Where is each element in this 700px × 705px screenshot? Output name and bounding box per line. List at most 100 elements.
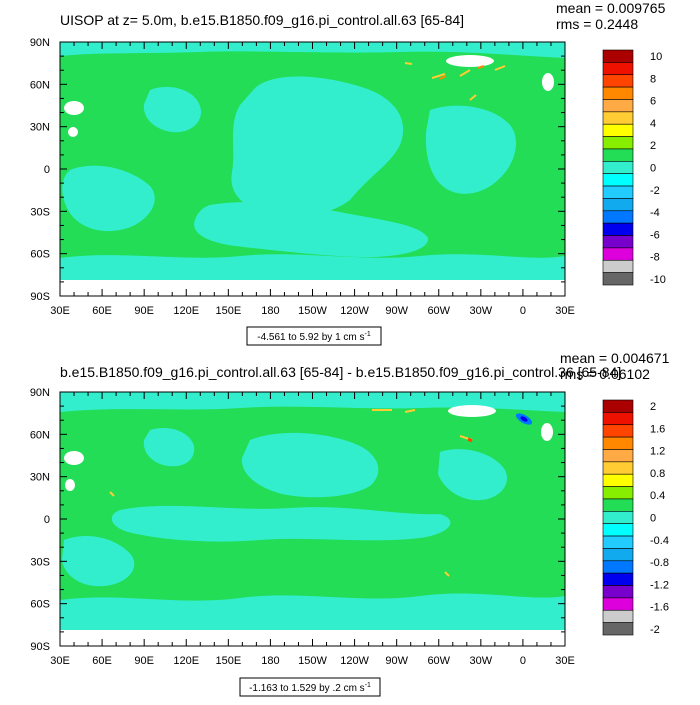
panel-1-range-text: -4.561 to 5.92 by 1 cm s-1 bbox=[257, 331, 371, 343]
colorbar-label: 4 bbox=[650, 118, 656, 130]
colorbar-swatch bbox=[602, 111, 634, 125]
y-tick-label: 90N bbox=[30, 387, 50, 399]
colorbar-swatch bbox=[602, 585, 634, 599]
colorbar-swatch bbox=[602, 597, 634, 611]
panel-2-positive-streaks bbox=[109, 409, 473, 577]
colorbar-swatch bbox=[602, 523, 634, 537]
x-tick-label: 180 bbox=[261, 305, 279, 317]
colorbar-label: -4 bbox=[650, 207, 660, 219]
panel-1-anomaly-streaks bbox=[404, 62, 506, 101]
colorbar-swatch bbox=[602, 185, 634, 199]
panel-1-land-hudson bbox=[542, 73, 554, 91]
x-tick-label: 150E bbox=[215, 305, 241, 317]
colorbar-label: -10 bbox=[650, 274, 666, 286]
colorbar-swatch bbox=[602, 123, 634, 137]
panel-1-range-box: -4.561 to 5.92 by 1 cm s-1 bbox=[246, 326, 382, 346]
panel-1-range-frame bbox=[246, 326, 382, 346]
colorbar-swatch bbox=[602, 560, 634, 574]
colorbar-label: -8 bbox=[650, 252, 660, 264]
x-tick-label: 120W bbox=[340, 655, 369, 667]
x-tick-label: 120W bbox=[340, 305, 369, 317]
x-tick-label: 90W bbox=[385, 305, 408, 317]
colorbar-swatch bbox=[602, 511, 634, 524]
colorbar-swatch bbox=[602, 49, 634, 63]
colorbar-swatch bbox=[602, 74, 634, 88]
colorbar-label: -2 bbox=[650, 624, 660, 636]
colorbar-label: 0.4 bbox=[650, 490, 665, 502]
x-tick-label: 120E bbox=[173, 305, 199, 317]
colorbar-swatch bbox=[602, 148, 634, 162]
colorbar-swatch bbox=[602, 173, 634, 187]
x-tick-label: 150W bbox=[298, 655, 327, 667]
colorbar-swatch bbox=[602, 436, 634, 450]
colorbar-swatch bbox=[602, 535, 634, 549]
panel-2-title: b.e15.B1850.f09_g16.pi_control.all.63 [6… bbox=[60, 364, 621, 380]
panel-2-range-label: -1.163 to 1.529 by .2 cm s bbox=[249, 683, 365, 694]
panel-1-cyan-region-south-pacific bbox=[194, 202, 429, 258]
y-tick-label: 60N bbox=[30, 79, 50, 91]
panel-1: UISOP at z= 5.0m, b.e15.B1850.f09_g16.pi… bbox=[30, 0, 666, 346]
panel-2-negative-anomaly-core bbox=[520, 416, 528, 422]
x-tick-label: 30W bbox=[470, 655, 493, 667]
x-tick-label: 90W bbox=[385, 655, 408, 667]
panel-1-land-greenland bbox=[446, 55, 494, 67]
colorbar-swatch bbox=[602, 473, 634, 487]
y-tick-label: 60S bbox=[30, 249, 50, 261]
colorbar-label: 8 bbox=[650, 73, 656, 85]
colorbar-swatch bbox=[602, 99, 634, 113]
panel-2-range-box: -1.163 to 1.529 by .2 cm s-1 bbox=[239, 677, 381, 697]
panel-2-cyan-region-atlantic bbox=[438, 449, 508, 501]
colorbar-label: 1.6 bbox=[650, 423, 665, 435]
colorbar-label: -6 bbox=[650, 229, 660, 241]
colorbar-swatch bbox=[602, 136, 634, 150]
panel-2-range-text: -1.163 to 1.529 by .2 cm s-1 bbox=[249, 682, 371, 694]
colorbar-label: 2 bbox=[650, 140, 656, 152]
colorbar-swatch bbox=[602, 259, 634, 273]
colorbar-swatch bbox=[602, 62, 634, 76]
panel-2-y-ticks: 90N 60N 30N 0 30S 60S 90S bbox=[30, 387, 565, 653]
x-tick-label: 30E bbox=[555, 305, 575, 317]
colorbar-swatch bbox=[602, 272, 634, 286]
colorbar-swatch bbox=[602, 572, 634, 586]
colorbar-label: -2 bbox=[650, 185, 660, 197]
panel-1-anomaly-streaks-strong bbox=[439, 65, 485, 80]
panel-2-cyan-region-tropical bbox=[111, 505, 451, 542]
x-tick-label: 0 bbox=[520, 655, 526, 667]
colorbar-label: -0.4 bbox=[650, 535, 669, 547]
x-tick-label: 30W bbox=[470, 305, 493, 317]
panel-1-cyan-region-west bbox=[143, 86, 201, 133]
colorbar-swatch bbox=[602, 247, 634, 261]
colorbar-label: -1.6 bbox=[650, 602, 669, 614]
panel-1-cyan-region-southern-band bbox=[60, 254, 565, 280]
panel-2-cyan-region-indian bbox=[62, 535, 135, 587]
panel-2: b.e15.B1850.f09_g16.pi_control.all.63 [6… bbox=[30, 350, 670, 697]
panel-2-x-ticks: 30E 60E 90E 120E 150E 180 150W 120W 90W 60W 30W 0 30… bbox=[50, 392, 575, 667]
x-tick-label: 90E bbox=[134, 655, 154, 667]
y-tick-label: 30N bbox=[30, 472, 50, 484]
panel-2-map bbox=[60, 392, 565, 646]
colorbar-label: 10 bbox=[650, 51, 662, 63]
colorbar-label: -0.8 bbox=[650, 557, 669, 569]
x-tick-label: 30E bbox=[50, 305, 70, 317]
x-tick-label: 60W bbox=[427, 305, 450, 317]
x-tick-label: 120E bbox=[173, 655, 199, 667]
panel-2-land-greenland bbox=[448, 405, 496, 417]
x-tick-label: 60E bbox=[92, 655, 112, 667]
panel-2-rms: rms = 0.06102 bbox=[560, 366, 650, 382]
panel-1-cyan-region-indian bbox=[62, 165, 155, 232]
colorbar-swatch bbox=[602, 222, 634, 236]
panel-1-colorbar: 10 8 6 4 2 0 -2 -4 -6 -8 -10 bbox=[602, 49, 666, 286]
colorbar-label: 0 bbox=[650, 163, 656, 175]
colorbar-swatch bbox=[602, 609, 634, 623]
colorbar-swatch bbox=[602, 424, 634, 438]
y-tick-label: 30N bbox=[30, 122, 50, 134]
panel-2-range-frame bbox=[239, 677, 381, 697]
colorbar-swatch bbox=[602, 498, 634, 512]
colorbar-swatch bbox=[602, 86, 634, 100]
y-tick-label: 0 bbox=[44, 514, 50, 526]
colorbar-swatch bbox=[602, 548, 634, 562]
colorbar-label: 6 bbox=[650, 96, 656, 108]
panel-2-land-hudson bbox=[541, 423, 553, 441]
panel-2-cyan-region-west bbox=[143, 427, 195, 467]
